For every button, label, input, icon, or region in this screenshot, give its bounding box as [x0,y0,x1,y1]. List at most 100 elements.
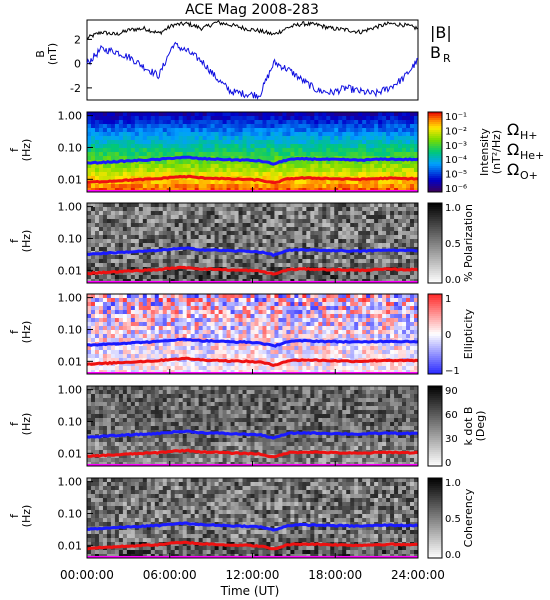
heatmap-cell [398,116,403,121]
heatmap-cell [414,219,419,224]
heatmap-cell [378,180,383,185]
heatmap-cell [110,243,116,248]
heatmap-cell [238,255,244,260]
heatmap-cell [358,255,363,260]
heatmap-cell [334,172,339,177]
heatmap-cell [106,243,112,248]
heatmap-cell [226,148,232,153]
heatmap-cell [126,156,132,161]
heatmap-cell [114,326,120,331]
heatmap-cell [246,227,252,232]
heatmap-cell [234,247,240,252]
heatmap-cell [294,160,299,165]
heatmap-cell [134,120,140,125]
heatmap-cell [158,231,164,236]
heatmap-cell [230,235,236,240]
heatmap-cell [190,350,196,355]
heatmap-cell [278,227,283,232]
heatmap-cell [402,251,407,256]
heatmap-cell [302,251,307,256]
heatmap-cell [254,346,259,351]
heatmap-cell [206,116,212,121]
heatmap-cell [122,334,128,339]
heatmap-cell [218,243,224,248]
heatmap-cell [282,148,287,153]
heatmap-cell [87,318,92,323]
heatmap-cell [186,235,192,240]
heatmap-cell [398,112,403,117]
heatmap-cell [406,144,411,149]
heatmap-cell [126,176,132,181]
heatmap-cell [294,314,299,319]
heatmap-cell [286,314,291,319]
heatmap-cell [87,211,92,216]
heatmap-cell [202,184,208,189]
heatmap-cell [366,243,371,248]
heatmap-cell [230,152,236,157]
heatmap-cell [374,148,379,153]
colorbar-swatch [428,168,442,171]
heatmap-cell [290,231,295,236]
heatmap-cell [170,271,176,276]
heatmap-cell [278,136,283,141]
heatmap-cell [362,271,367,276]
heatmap-cell [182,116,188,121]
heatmap-cell [290,120,295,125]
heatmap-cell [202,231,208,236]
heatmap-cell [87,334,92,339]
heatmap-cell [266,120,271,125]
heatmap-cell [130,180,136,185]
heatmap-cell [194,342,200,347]
heatmap-cell [370,172,375,177]
heatmap-cell [214,326,220,331]
heatmap-cell [262,203,267,208]
heatmap-cell [290,326,295,331]
heatmap-cell [162,144,168,149]
heatmap-cell [286,172,291,177]
heatmap-cell [250,243,255,248]
heatmap-cell [326,298,331,303]
heatmap-cell [346,116,351,121]
heatmap-cell [190,120,196,125]
heatmap-cell [314,136,319,141]
heatmap-cell [398,263,403,268]
heatmap-cell [366,211,371,216]
heatmap-cell [302,342,307,347]
heatmap-cell [126,112,132,117]
heatmap-cell [182,350,188,355]
heatmap-cell [226,172,232,177]
heatmap-cell [374,144,379,149]
heatmap-cell [230,223,236,228]
heatmap-cell [374,354,379,359]
heatmap-cell [238,346,244,351]
heatmap-cell [366,235,371,240]
heatmap-cell [130,314,136,319]
heatmap-cell [382,160,387,165]
heatmap-cell [406,215,411,220]
heatmap-cell [222,172,228,177]
heatmap-cell [254,322,259,327]
heatmap-cell [366,168,371,173]
heatmap-cell [142,330,148,335]
heatmap-cell [230,255,236,260]
heatmap-cell [146,354,152,359]
heatmap-cell [182,184,188,189]
heatmap-cell [158,152,164,157]
heatmap-cell [318,326,323,331]
heatmap-cell [302,294,307,299]
heatmap-cell [290,112,295,117]
heatmap-cell [134,346,140,351]
heatmap-cell [238,128,244,133]
heatmap-cell [406,263,411,268]
heatmap-cell [134,334,140,339]
heatmap-cell [214,144,220,149]
heatmap-cell [406,132,411,137]
heatmap-cell [166,172,172,177]
heatmap-cell [106,124,112,129]
heatmap-cell [158,184,164,189]
heatmap-cell [130,132,136,137]
heatmap-cell [170,120,176,125]
heatmap-cell [242,314,248,319]
heatmap-cell [266,152,271,157]
heatmap-cell [174,112,180,117]
